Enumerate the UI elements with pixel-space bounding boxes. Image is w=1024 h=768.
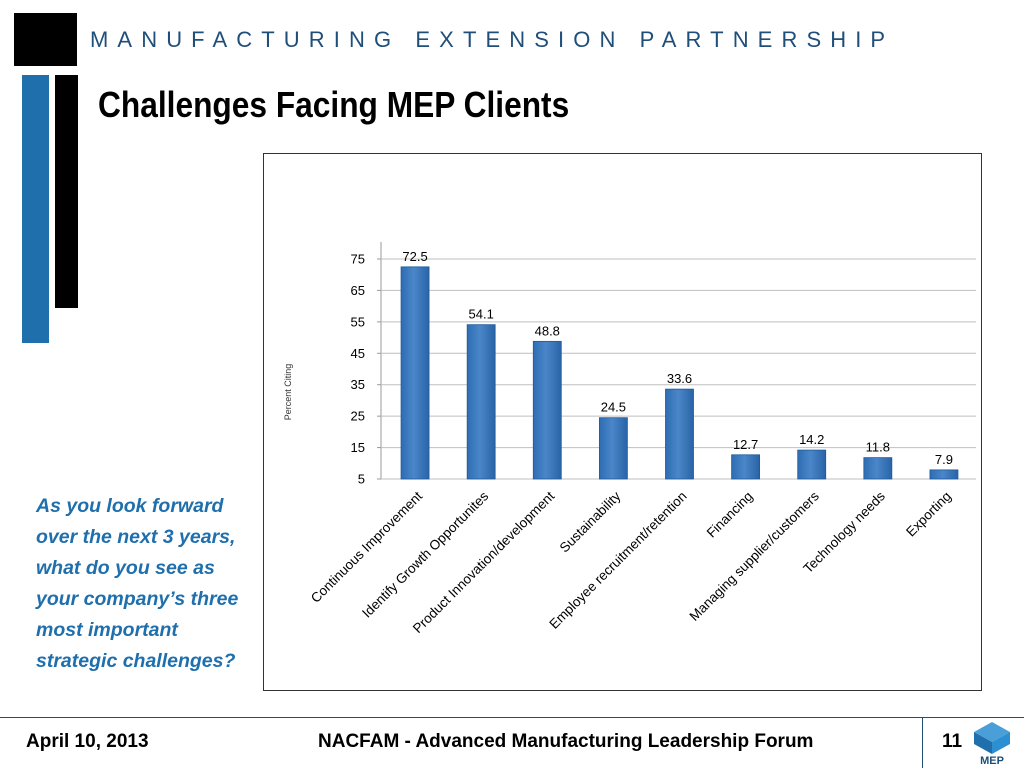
chart-frame: 72.5 54.1 48.8 24.5 33.6 12.7 14.2 11.8 7.9 5 15 2… <box>263 153 982 691</box>
decorative-blue-bar <box>22 75 49 343</box>
data-labels: 72.5 54.1 48.8 24.5 33.6 12.7 14.2 11.8 7.9 <box>402 249 953 467</box>
data-label: 7.9 <box>935 452 953 467</box>
data-label: 72.5 <box>402 249 427 264</box>
data-label: 33.6 <box>667 371 692 386</box>
bar <box>929 469 959 480</box>
x-tick-label: Managing supplier/customers <box>687 488 822 623</box>
y-tick-label: 55 <box>351 314 365 329</box>
x-tick-label: Continuous Improvement <box>308 488 425 605</box>
bar <box>731 454 761 480</box>
bar <box>400 266 430 480</box>
x-tick-label: Product Innovation/development <box>410 488 558 636</box>
decorative-black-block <box>14 13 77 66</box>
data-label: 12.7 <box>733 437 758 452</box>
bar <box>466 324 496 480</box>
bars <box>400 266 959 480</box>
x-tick-label: Employee recruitment/retention <box>546 489 689 632</box>
organization-name: MANUFACTURING EXTENSION PARTNERSHIP <box>90 27 895 52</box>
y-tick-label: 45 <box>351 346 365 361</box>
y-tick-label: 15 <box>351 440 365 455</box>
data-label: 48.8 <box>535 323 560 338</box>
footer-date: April 10, 2013 <box>26 731 149 752</box>
x-tick-label: Identify Growth Opportunites <box>359 488 491 620</box>
footer-rule <box>0 717 1024 718</box>
footer-divider <box>922 717 923 768</box>
data-label: 24.5 <box>601 400 626 415</box>
decorative-black-bar <box>55 75 78 308</box>
mep-logo-text: MEP <box>980 755 1004 766</box>
bar <box>665 388 694 480</box>
y-tick-label: 25 <box>351 409 365 424</box>
bar-chart: 72.5 54.1 48.8 24.5 33.6 12.7 14.2 11.8 7.9 5 15 2… <box>283 242 976 636</box>
data-label: 11.8 <box>866 440 890 455</box>
bar <box>598 417 628 480</box>
x-tick-label: Exporting <box>903 489 954 540</box>
bar <box>863 457 893 480</box>
page-number: 11 <box>942 731 963 752</box>
survey-question: As you look forward over the next 3 year… <box>36 495 239 672</box>
y-axis-title: Percent Citing <box>283 364 293 421</box>
data-label: 14.2 <box>799 432 824 447</box>
y-tick-labels: 5 15 25 35 45 55 65 75 <box>351 252 365 487</box>
mep-logo: MEP <box>974 722 1010 766</box>
slide-title: Challenges Facing MEP Clients <box>98 84 570 125</box>
y-tick-label: 5 <box>358 472 365 487</box>
footer-event-name: NACFAM - Advanced Manufacturing Leadersh… <box>318 731 814 752</box>
x-tick-label: Sustainability <box>557 488 624 555</box>
bar <box>797 449 827 480</box>
y-tick-label: 65 <box>351 283 365 298</box>
data-label: 54.1 <box>469 307 494 322</box>
y-tick-label: 75 <box>351 252 365 267</box>
x-tick-label: Financing <box>704 489 756 541</box>
bar <box>532 340 562 480</box>
y-tick-label: 35 <box>351 377 365 392</box>
